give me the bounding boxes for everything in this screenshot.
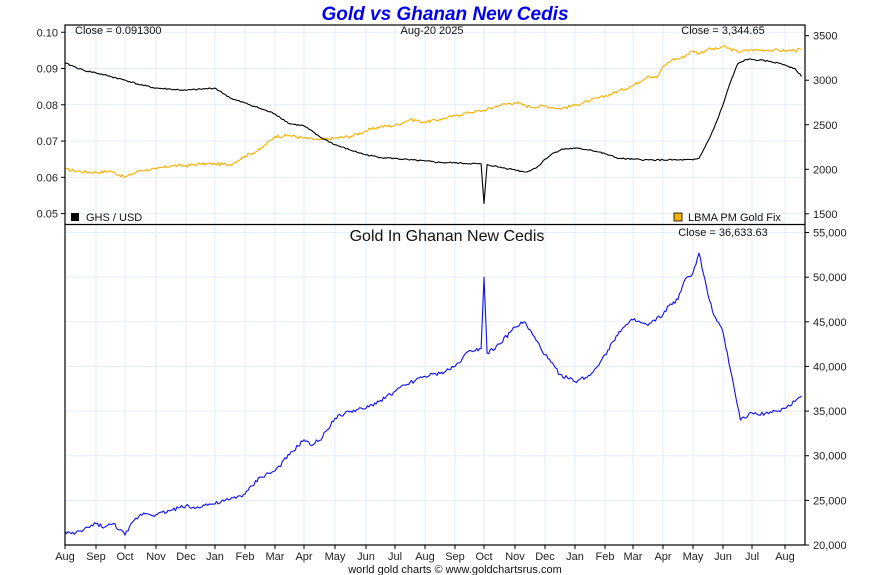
right-axis-label: 55,000 [813,228,847,240]
ghs-close-label: Close = 0.091300 [75,25,162,37]
x-axis-label: May [683,551,704,563]
date-label: Aug-20 2025 [401,25,464,37]
x-axis-label: Sep [445,551,465,563]
legend-label-lbma: LBMA PM Gold Fix [688,212,781,224]
right-axis-label: 40,000 [813,361,847,373]
x-axis-label: Nov [505,551,525,563]
x-axis-label: Mar [266,551,285,563]
x-axis-label: Jan [206,551,224,563]
legend-label-ghs-usd: GHS / USD [86,212,142,224]
x-axis-label: Apr [295,551,312,563]
x-axis-label: Jan [566,551,584,563]
left-axis-label: 0.07 [37,136,58,148]
chart-title: Gold vs Ghanan New Cedis [321,4,568,25]
left-axis-label: 0.08 [37,100,58,112]
x-axis-label: Dec [535,551,555,563]
x-axis-label: Aug [415,551,435,563]
axis-layer: 0.10 0.09 0.08 0.07 0.06 0.05 3500 3000 2500 2000… [37,27,847,563]
x-axis-label: Dec [176,551,196,563]
x-axis-label: Jun [357,551,375,563]
right-axis-label: 1500 [813,209,837,221]
x-axis-label: Feb [236,551,255,563]
right-axis-label: 2500 [813,120,837,132]
right-axis-label: 20,000 [813,540,847,552]
x-axis-label: Jul [745,551,759,563]
x-axis-label: Oct [116,551,133,563]
left-axis-label: 0.05 [37,209,58,221]
x-axis-label: Sep [86,551,106,563]
right-axis-label: 50,000 [813,272,847,284]
x-axis-label: Mar [624,551,643,563]
x-axis-label: Aug [55,551,75,563]
gold-close-label: Close = 3,344.65 [681,25,764,37]
x-axis-label: Feb [596,551,615,563]
x-axis-label: Jun [714,551,732,563]
right-axis-label: 3500 [813,31,837,43]
series-line-gold-in-ghs [64,252,802,536]
footer-credit: world gold charts © www.goldchartsrus.co… [347,564,562,575]
right-axis-label: 25,000 [813,495,847,507]
grid-layer [65,25,805,546]
legend-swatch-lbma [673,212,683,222]
plot-frame [64,24,806,546]
right-axis-label: 35,000 [813,406,847,418]
x-axis-label: Nov [146,551,166,563]
bottom-close-label: Close = 36,633.63 [678,227,768,239]
left-axis-label: 0.10 [37,27,58,39]
right-axis-label: 3000 [813,75,837,87]
series-layer [64,44,802,536]
right-axis-label: 2000 [813,164,837,176]
x-axis-label: Jul [388,551,402,563]
x-axis-label: May [325,551,346,563]
legend-swatch-ghs-usd [71,213,79,221]
series-line-ghs-usd [64,58,802,205]
x-axis-label: Oct [475,551,492,563]
series-line-lbma-gold-fix [64,44,802,178]
bottom-panel-title: Gold In Ghanan New Cedis [350,228,545,245]
left-axis-label: 0.06 [37,172,58,184]
right-axis-label: 30,000 [813,451,847,463]
left-axis-label: 0.09 [37,64,58,76]
right-axis-label: 45,000 [813,317,847,329]
x-axis-label: Apr [654,551,671,563]
x-axis-label: Aug [775,551,795,563]
